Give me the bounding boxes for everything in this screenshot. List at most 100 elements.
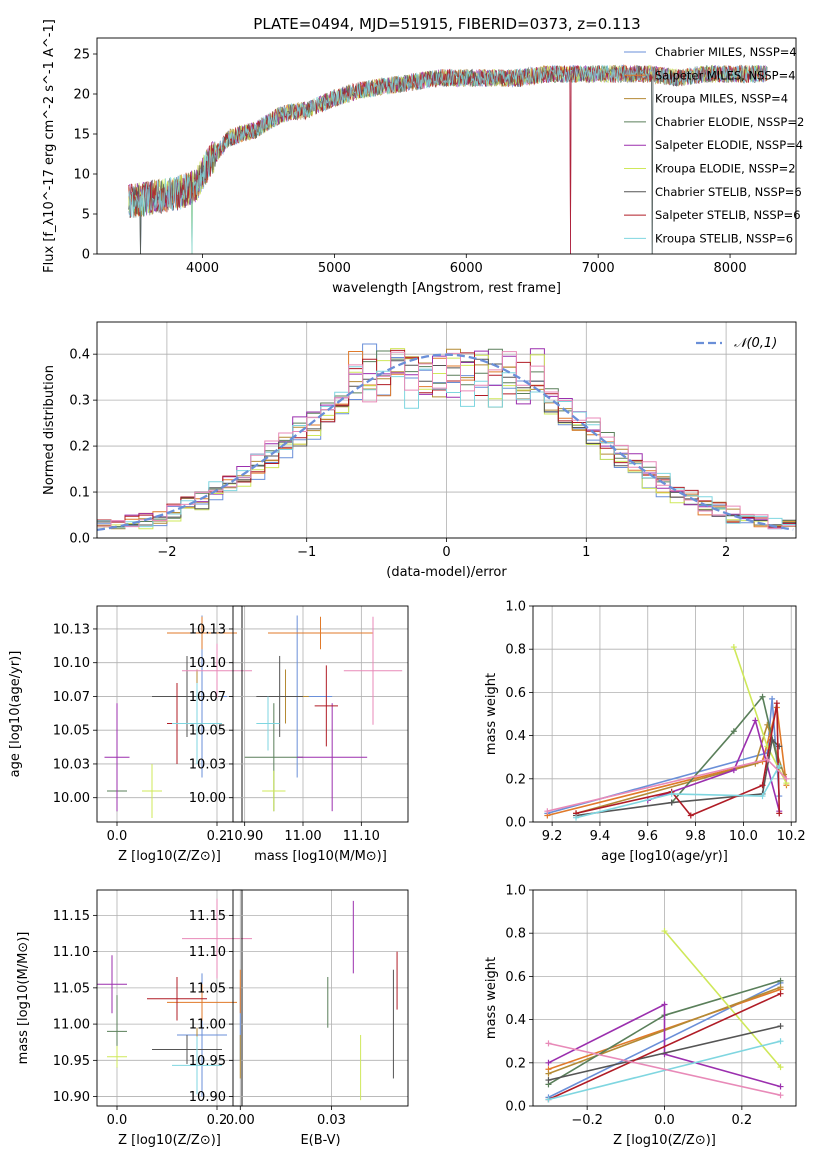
y-tick-label: 0.4 (505, 729, 526, 744)
y-axis-label: mass weight (484, 957, 499, 1039)
weight-marker (668, 799, 675, 806)
weight-marker (668, 790, 675, 797)
spectrum-lines (128, 64, 768, 254)
weight-marker (661, 1001, 668, 1008)
weight-marker (752, 717, 759, 724)
x-tick-label: 9.2 (542, 829, 563, 844)
weight-marker (545, 1040, 552, 1047)
x-tick-label: 4000 (186, 261, 219, 276)
y-tick-label: 0.2 (505, 772, 526, 787)
y-tick-label: 10.95 (53, 1054, 90, 1069)
x-axis-label: Z [log10(Z/Z⊙)] (118, 849, 221, 864)
y-tick-label: 5 (82, 208, 90, 223)
weight-marker (777, 1092, 784, 1099)
x-tick-label: 2 (722, 545, 730, 560)
y-tick-label: 0.2 (69, 440, 90, 455)
spectrum-series-line (128, 64, 768, 254)
weight-marker (544, 808, 551, 815)
y-tick-label: 10.90 (53, 1090, 90, 1105)
y-axis-label: mass weight (484, 673, 499, 755)
weight_vs_Z-panel: −0.2 0.0 0.2 0.0 0.2 0.4 0.6 0.8 1.0 Z [log10(Z/Z… (484, 884, 797, 1148)
spectrum-series-line (128, 64, 768, 254)
weight-series-line (575, 703, 781, 817)
y-tick-label: 0.6 (505, 970, 526, 985)
axes-frame (232, 605, 409, 823)
weight-marker (573, 814, 580, 821)
y-tick-label: 0.8 (505, 927, 526, 942)
weight-marker (764, 756, 771, 763)
y-tick-label: 0.0 (505, 816, 526, 831)
x-tick-label: 10.2 (777, 829, 806, 844)
mass_vs_Z-panel: 0.0 0.2 10.90 10.95 11.00 11.05 11.10 11.15 Z [l… (16, 889, 252, 1148)
weight-marker (730, 767, 737, 774)
x-tick-label: 1 (582, 545, 590, 560)
figure-title: PLATE=0494, MJD=51915, FIBERID=0373, z=0… (253, 15, 640, 33)
weight-series-line (548, 1025, 781, 1081)
x-axis-label: (data-model)/error (386, 565, 507, 580)
x-tick-label: 8000 (714, 261, 747, 276)
weight-marker (777, 984, 784, 991)
x-tick-label: 10.0 (729, 829, 758, 844)
x-tick-label: 5000 (318, 261, 351, 276)
weight-marker (661, 928, 668, 935)
legend-label: Salpeter ELODIE, NSSP=4 (655, 138, 803, 152)
y-tick-label: 0.1 (69, 486, 90, 501)
residuals-panel: −2 −1 0 1 2 0.0 0.1 0.2 0.3 0.4 (data-model)/error… (42, 321, 797, 580)
y-tick-label: 0.6 (505, 686, 526, 701)
y-axis-label: age [log10(age/yr)] (8, 651, 23, 778)
weight-series-line (575, 765, 780, 819)
legend-label: Chabrier ELODIE, NSSP=2 (655, 115, 804, 129)
weight-marker (769, 695, 776, 702)
x-axis-label: Z [log10(Z/Z⊙)] (613, 1133, 716, 1148)
y-tick-label: 11.10 (53, 945, 90, 960)
y-tick-label: 10.13 (53, 622, 90, 637)
legend-label: Salpeter MILES, NSSP=4 (655, 68, 796, 82)
weight-marker (545, 1059, 552, 1066)
y-tick-label: 11.05 (53, 981, 90, 996)
y-tick-label: 0.0 (505, 1100, 526, 1115)
weight-marker (773, 700, 780, 707)
y-tick-label: 10 (73, 168, 90, 183)
y-tick-label: 10.05 (53, 724, 90, 739)
y-tick-label: 11.10 (189, 945, 226, 960)
age_vs_mass-panel: 10.90 11.00 11.10 10.00 10.03 10.05 10.07 10.10… (189, 605, 409, 864)
x-tick-label: 0.0 (107, 829, 128, 844)
y-tick-label: 10.07 (53, 690, 90, 705)
weight-marker (777, 1064, 784, 1071)
weight-marker (777, 977, 784, 984)
x-tick-label: 11.10 (343, 829, 380, 844)
y-tick-label: 10.05 (189, 724, 226, 739)
weight-series-line (548, 1040, 781, 1101)
weight-marker (759, 693, 766, 700)
x-axis-label: Z [log10(Z/Z⊙)] (118, 1133, 221, 1148)
weight-marker (776, 810, 783, 817)
weight-marker (687, 812, 694, 819)
weight-series-line (548, 1042, 781, 1096)
x-axis-label: E(B-V) (300, 1133, 340, 1148)
x-tick-label: 0.00 (226, 1113, 255, 1128)
x-tick-label: −2 (157, 545, 176, 560)
y-tick-label: 20 (73, 88, 90, 103)
weight-series-line (671, 694, 781, 804)
y-tick-label: 10.10 (189, 656, 226, 671)
x-axis-label: mass [log10(M/M⊙)] (254, 849, 387, 864)
y-tick-label: 1.0 (505, 600, 526, 615)
y-tick-label: 11.05 (189, 981, 226, 996)
weight-marker (759, 782, 766, 789)
y-tick-label: 10.10 (53, 656, 90, 671)
weight-marker (777, 1023, 784, 1030)
y-tick-label: 15 (73, 128, 90, 143)
y-tick-label: 0 (82, 248, 90, 263)
weight-series-line (547, 707, 788, 817)
y-tick-label: 0.8 (505, 643, 526, 658)
residual-histogram (97, 366, 796, 529)
x-tick-label: 9.8 (685, 829, 706, 844)
y-tick-label: 11.15 (53, 909, 90, 924)
x-tick-label: −1 (297, 545, 316, 560)
weight-marker (545, 1070, 552, 1077)
x-tick-label: 0.2 (207, 829, 228, 844)
x-tick-label: −0.2 (571, 1113, 603, 1128)
axes-frame (532, 605, 797, 823)
legend-label: 𝒩(0,1) (734, 336, 777, 351)
